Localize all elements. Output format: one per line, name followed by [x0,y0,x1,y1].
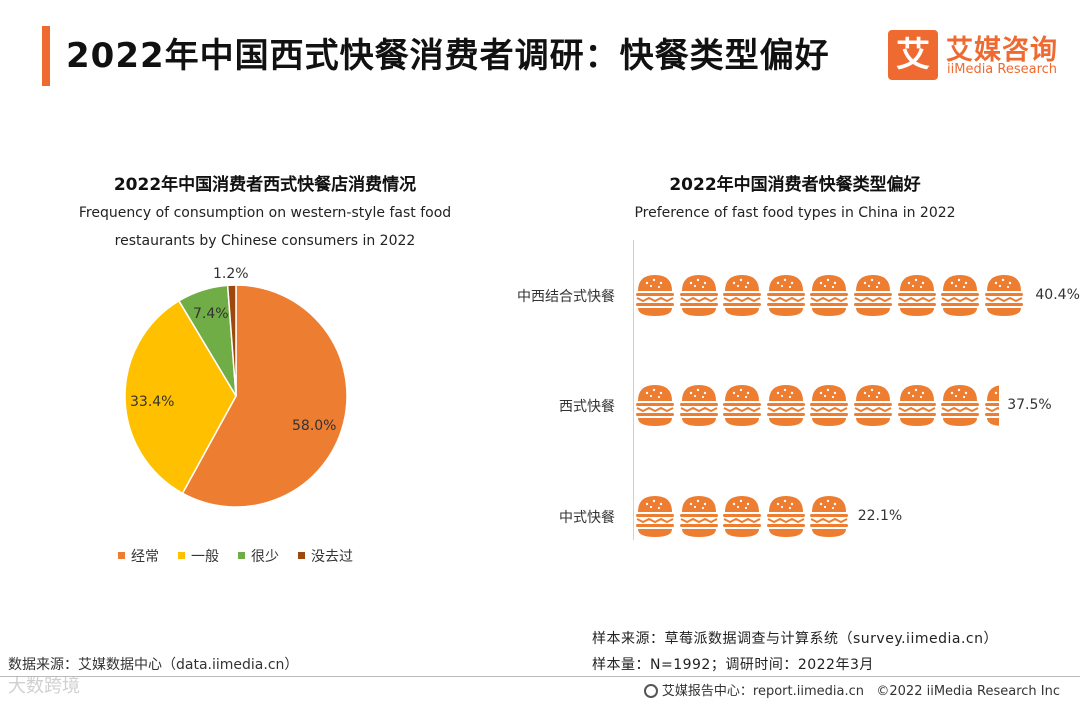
burger-icon [897,273,937,317]
legend-label-never: 没去过 [311,549,353,565]
legend-item-often: 经常 [118,546,159,566]
sample-size-note: 样本量：N=1992；调研时间：2022年3月 [592,657,874,673]
category-axis-line [633,240,634,540]
burger-icon [809,273,849,317]
burger-icon [722,494,762,538]
burger-icon [809,383,849,427]
legend-swatch-often [118,551,125,559]
burger-icon [635,273,675,317]
burger-icon [984,383,1000,427]
pie-label-never: 1.2% [213,266,249,282]
logo-cn-text: 艾媒咨询 [946,35,1058,66]
legend-swatch-rarely [238,551,245,559]
page-title: 2022年中国西式快餐消费者调研：快餐类型偏好 [66,36,830,76]
legend-swatch-sometimes [178,551,185,559]
pie-label-often: 58.0% [292,418,337,434]
legend-label-sometimes: 一般 [191,549,219,565]
watermark-text: 大数跨境 [8,676,80,697]
burger-icon [635,494,675,538]
footer-right: 艾媒报告中心：report.iimedia.cn ©2022 iiMedia R… [643,680,1060,699]
category-label-western: 西式快餐 [559,399,615,415]
data-source-footer: 数据来源：艾媒数据中心（data.iimedia.cn） [8,657,299,673]
pie-slice-sometimes [124,299,237,495]
pictograph-bar-chinese [635,494,850,538]
pie-slice-never [226,284,237,397]
legend-item-sometimes: 一般 [178,546,219,566]
pictograph-bar-fusion [635,273,1027,317]
category-label-chinese: 中式快餐 [559,510,615,526]
pie-legend: 经常 一般 很少 没去过 [118,546,378,568]
pictograph-chart: 中西结合式快餐 西式快餐 中式快餐 [505,240,1080,570]
burger-icon [853,273,893,317]
value-label-western: 37.5% [1007,397,1052,413]
burger-icon [766,494,806,538]
iimedia-logo: 艾 艾媒咨询 iiMedia Research [888,28,1068,88]
burger-icon [940,383,980,427]
burger-icon [897,383,937,427]
burger-icon [940,273,980,317]
burger-icon [679,383,719,427]
legend-swatch-never [298,551,305,559]
sample-source-note: 样本来源：草莓派数据调查与计算系统（survey.iimedia.cn） [592,631,998,647]
report-center-link[interactable]: 艾媒报告中心：report.iimedia.cn [661,684,864,699]
legend-label-rarely: 很少 [251,549,279,565]
burger-icon [853,383,893,427]
logo-en-text: iiMedia Research [947,62,1058,77]
logo-mark: 艾 [888,30,938,80]
pie-label-rarely: 7.4% [193,306,229,322]
pictograph-chart-subtitle: Preference of fast food types in China i… [634,205,956,221]
footer-divider [0,676,1080,677]
category-label-fusion: 中西结合式快餐 [517,289,615,305]
pie-chart-title: 2022年中国消费者西式快餐店消费情况 [113,175,417,195]
pictograph-bar-western [635,383,1000,427]
legend-item-never: 没去过 [298,546,353,566]
burger-icon [809,494,849,538]
copyright-text: ©2022 iiMedia Research Inc [876,684,1060,699]
burger-icon [679,273,719,317]
burger-icon [722,273,762,317]
burger-icon [984,273,1024,317]
value-label-fusion: 40.4% [1035,287,1080,303]
pie-chart-subtitle: Frequency of consumption on western-styl… [78,205,452,249]
report-center-icon [643,683,658,698]
pictograph-chart-title: 2022年中国消费者快餐类型偏好 [669,175,921,195]
burger-icon [635,383,675,427]
title-accent-bar [42,26,50,86]
burger-icon [679,494,719,538]
burger-icon [722,383,762,427]
pie-label-sometimes: 33.4% [130,394,175,410]
value-label-chinese: 22.1% [857,508,903,524]
burger-icon [766,383,806,427]
burger-icon [766,273,806,317]
legend-label-often: 经常 [131,549,159,565]
pie-chart [124,284,348,508]
legend-item-rarely: 很少 [238,546,279,566]
pie-slice-often [181,284,348,508]
